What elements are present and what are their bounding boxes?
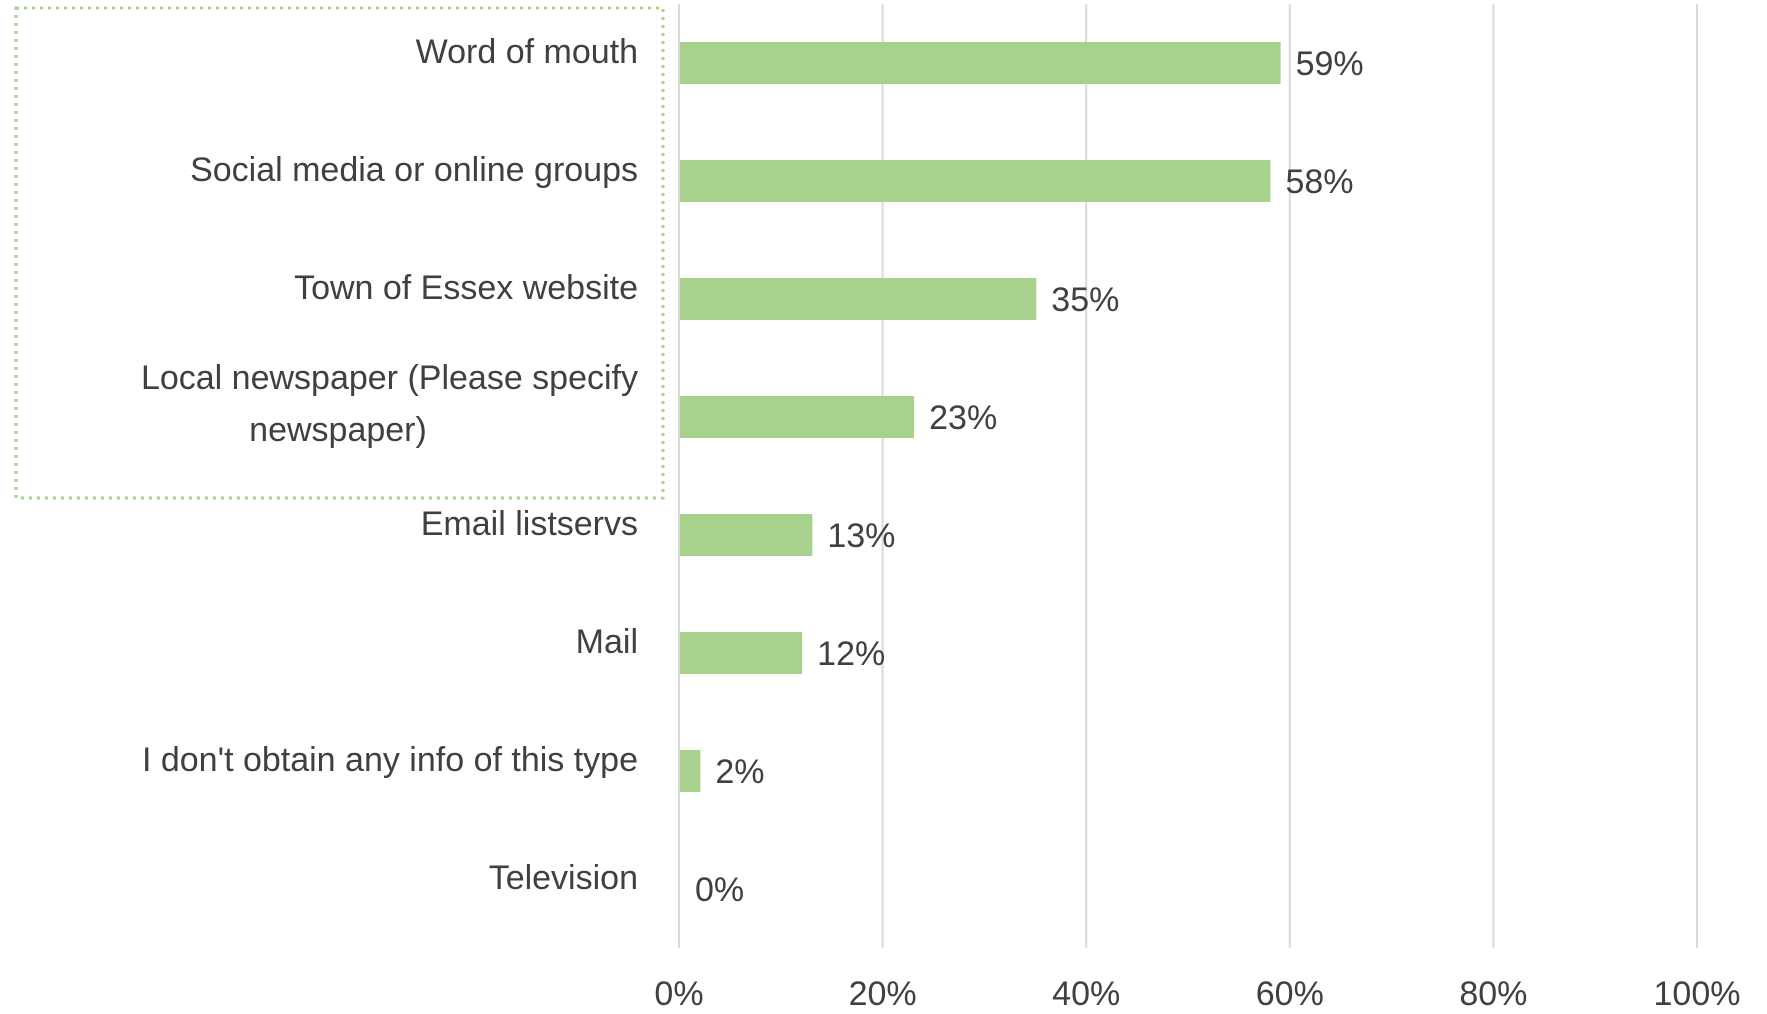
bar [680,278,1037,320]
category-label: Town of Essex website [294,269,638,307]
data-label: 13% [827,517,895,555]
x-tick-label: 20% [849,975,917,1013]
x-tick-label: 100% [1654,975,1741,1013]
x-tick-label: 0% [654,975,703,1013]
category-labels: Word of mouth Social media or online grou… [141,33,638,897]
data-label: 2% [715,753,764,791]
bars [680,42,1281,792]
bar [680,514,813,556]
bar [680,42,1281,84]
bar [680,632,803,674]
x-tick-label: 40% [1052,975,1120,1013]
data-label: 23% [929,399,997,437]
bar [680,750,701,792]
x-tick-label: 60% [1256,975,1324,1013]
data-label: 12% [817,635,885,673]
category-label: Email listservs [421,505,638,543]
category-label: I don't obtain any info of this type [142,741,638,779]
gridlines [678,4,1698,948]
data-label: 35% [1051,281,1119,319]
category-label: Mail [576,623,638,661]
category-label: Local newspaper (Please specify newspaper… [141,359,638,449]
category-label: Word of mouth [416,33,638,71]
data-label: 59% [1296,45,1364,83]
data-label: 0% [695,871,744,909]
category-label: Television [489,859,638,897]
value-labels: 59% 58% 35% 23% 13% 12% 2% 0% [695,45,1364,909]
bar [680,396,915,438]
x-tick-label: 80% [1459,975,1527,1013]
bar [680,160,1271,202]
category-label: Social media or online groups [190,151,638,189]
x-axis-tick-labels: 0% 20% 40% 60% 80% 100% [654,975,1740,1013]
data-label: 58% [1285,163,1353,201]
